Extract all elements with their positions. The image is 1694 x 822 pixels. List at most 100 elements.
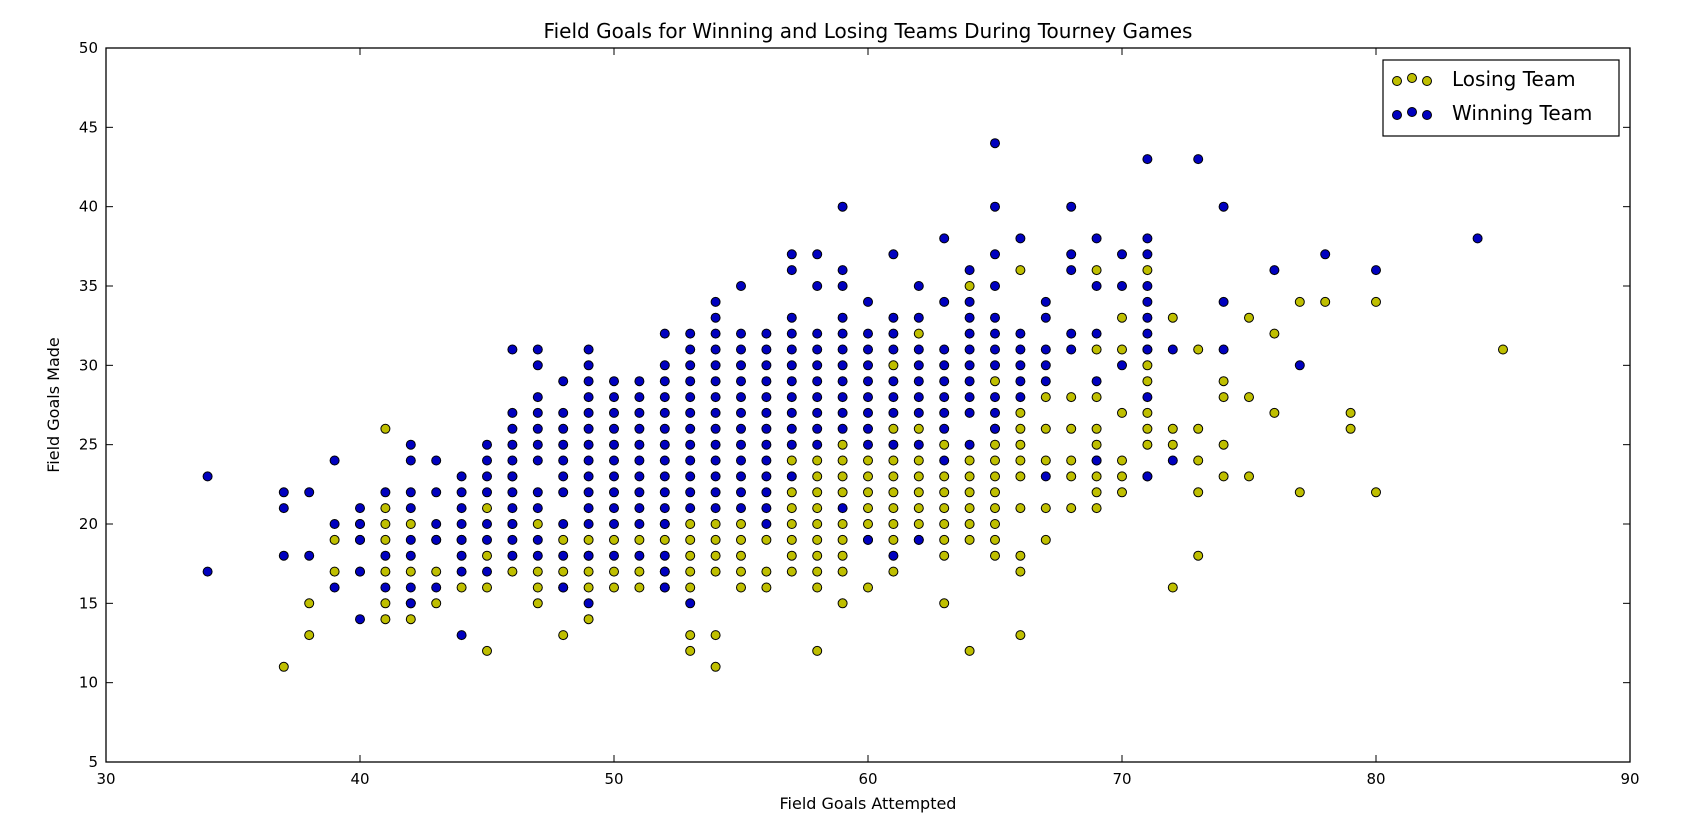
- legend-marker-winning: [1392, 110, 1402, 120]
- losing-team-point: [1091, 344, 1102, 355]
- losing-team-point: [888, 455, 899, 466]
- winning-team-point: [837, 201, 848, 212]
- winning-team-point: [1167, 455, 1178, 466]
- winning-team-point: [990, 312, 1000, 323]
- losing-team-point: [837, 455, 848, 466]
- winning-team-point: [609, 407, 619, 418]
- losing-team-point: [1142, 407, 1153, 418]
- losing-team-point: [939, 503, 950, 514]
- winning-team-point: [659, 582, 670, 593]
- losing-team-point: [1269, 328, 1280, 339]
- winning-team-point: [1015, 392, 1026, 403]
- losing-team-point: [380, 534, 391, 545]
- losing-team-point: [710, 519, 721, 529]
- winning-team-point: [863, 328, 873, 339]
- losing-team-point: [1193, 455, 1204, 466]
- losing-team-point: [812, 534, 823, 545]
- winning-team-point: [1294, 360, 1305, 371]
- losing-team-point: [863, 455, 873, 466]
- y-tick-label: 5: [88, 753, 98, 771]
- x-axis-label: Field Goals Attempted: [780, 794, 957, 813]
- winning-team-point: [1066, 344, 1077, 355]
- winning-team-point: [1142, 312, 1153, 323]
- losing-team-point: [812, 503, 823, 514]
- losing-team-point: [1117, 407, 1127, 418]
- legend-box: [1382, 59, 1620, 137]
- losing-team-point: [1091, 423, 1102, 434]
- winning-team-point: [710, 407, 721, 418]
- winning-team-point: [863, 296, 873, 307]
- winning-team-point: [863, 344, 873, 355]
- winning-team-point: [583, 439, 594, 450]
- winning-team-point: [1142, 392, 1153, 403]
- legend: Losing Team Winning Team: [1382, 59, 1620, 137]
- winning-team-point: [964, 312, 975, 323]
- winning-team-point: [736, 439, 746, 450]
- losing-team-point: [1218, 471, 1229, 482]
- winning-team-point: [736, 471, 746, 482]
- winning-team-point: [482, 487, 492, 498]
- winning-team-point: [761, 328, 772, 339]
- winning-team-point: [837, 376, 848, 387]
- winning-team-point: [659, 439, 670, 450]
- winning-team-point: [964, 439, 975, 450]
- losing-team-point: [913, 328, 924, 339]
- winning-team-point: [736, 328, 746, 339]
- losing-team-point: [710, 534, 721, 545]
- losing-team-point: [1040, 455, 1051, 466]
- winning-team-point: [431, 519, 442, 529]
- winning-team-point: [837, 360, 848, 371]
- winning-team-point: [913, 344, 924, 355]
- winning-team-point: [405, 598, 416, 609]
- winning-team-point: [1066, 328, 1077, 339]
- winning-team-point: [710, 439, 721, 450]
- losing-team-point: [685, 519, 696, 529]
- winning-team-point: [558, 407, 569, 418]
- winning-team-point: [939, 376, 950, 387]
- winning-team-point: [583, 503, 594, 514]
- x-tick-label: 90: [1620, 770, 1639, 788]
- losing-team-point: [888, 360, 899, 371]
- winning-team-point: [329, 519, 340, 529]
- winning-team-point: [659, 392, 670, 403]
- losing-team-point: [888, 471, 899, 482]
- losing-team-point: [532, 519, 543, 529]
- x-tick-label: 50: [604, 770, 623, 788]
- winning-team-point: [761, 471, 772, 482]
- winning-team-point: [634, 423, 645, 434]
- losing-team-point: [659, 534, 670, 545]
- winning-team-point: [507, 487, 518, 498]
- losing-team-point: [380, 503, 391, 514]
- winning-team-point: [939, 360, 950, 371]
- winning-team-point: [609, 487, 619, 498]
- winning-team-point: [1218, 344, 1229, 355]
- winning-team-point: [888, 439, 899, 450]
- losing-team-point: [786, 503, 797, 514]
- winning-team-point: [558, 487, 569, 498]
- winning-team-point: [939, 233, 950, 244]
- winning-team-point: [659, 376, 670, 387]
- winning-team-point: [609, 423, 619, 434]
- winning-team-point: [405, 582, 416, 593]
- losing-team-point: [558, 630, 569, 641]
- losing-team-point: [736, 582, 746, 593]
- winning-team-point: [355, 534, 365, 545]
- winning-team-point: [913, 439, 924, 450]
- losing-team-point: [888, 487, 899, 498]
- winning-team-point: [507, 503, 518, 514]
- winning-team-point: [990, 281, 1000, 291]
- winning-team-point: [939, 455, 950, 466]
- legend-label-winning: Winning Team: [1452, 101, 1592, 125]
- winning-team-point: [1015, 328, 1026, 339]
- losing-team-point: [913, 471, 924, 482]
- winning-team-point: [685, 360, 696, 371]
- losing-team-point: [710, 661, 721, 672]
- losing-team-point: [913, 423, 924, 434]
- winning-team-point: [583, 392, 594, 403]
- losing-team-point: [736, 566, 746, 577]
- winning-team-point: [863, 423, 873, 434]
- winning-team-point: [634, 392, 645, 403]
- losing-team-point: [278, 661, 289, 672]
- winning-team-point: [888, 328, 899, 339]
- winning-team-point: [532, 407, 543, 418]
